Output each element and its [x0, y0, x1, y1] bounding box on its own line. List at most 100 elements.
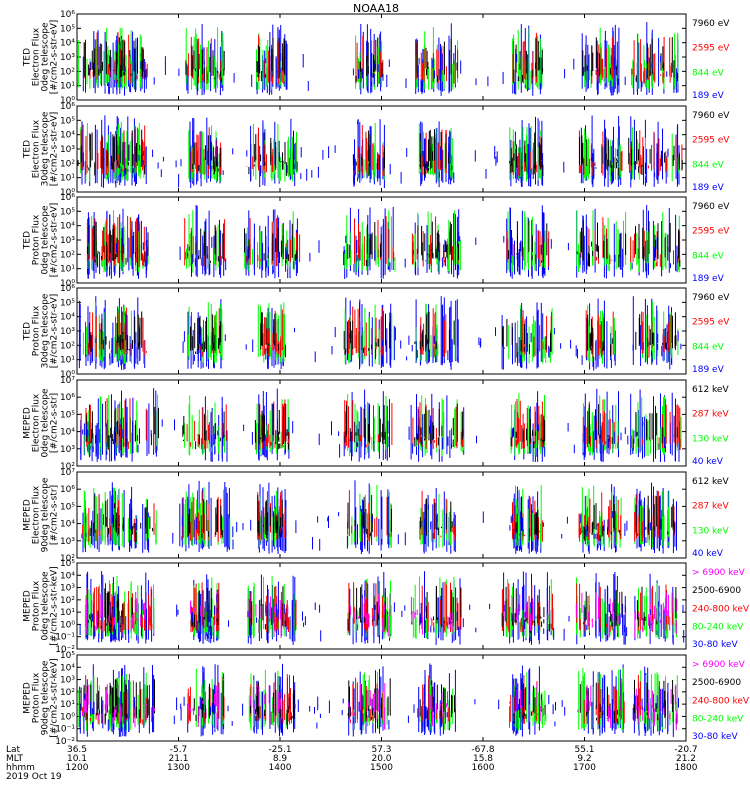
- legend-entry: 2500-6900: [692, 678, 741, 688]
- ytick-label: 10⁴: [60, 571, 75, 581]
- legend-entry: 612 keV: [692, 477, 729, 487]
- ytick-label: 10²: [60, 250, 75, 260]
- legend-entry: > 6900 keV: [692, 660, 746, 670]
- legend-entry: 7960 eV: [692, 202, 730, 212]
- ytick-label: 10⁵: [60, 207, 75, 217]
- ytick-label: 10²: [60, 341, 75, 351]
- chart-title: NOAA18: [353, 2, 399, 15]
- ytick-label: 10⁵: [60, 559, 75, 569]
- y-axis-label-line: [#/cm2-s-str]: [50, 393, 60, 453]
- y-axis-label-line: [#/cm2-s-str]: [50, 485, 60, 545]
- ytick-label: 10²: [60, 688, 75, 698]
- legend-entry: 80-240 keV: [692, 714, 744, 724]
- ytick-label: 10³: [60, 236, 75, 246]
- ytick-label: 10⁵: [60, 298, 75, 308]
- legend-entry: 2595 eV: [692, 318, 730, 328]
- legend-entry: 287 keV: [692, 410, 729, 420]
- ytick-label: 10⁵: [60, 651, 75, 661]
- legend-entry: 612 keV: [692, 385, 729, 395]
- legend-entry: 240-800 keV: [692, 696, 750, 706]
- ytick-label: 10¹: [60, 356, 75, 366]
- ytick-label: 10¹: [60, 700, 75, 710]
- ytick-label: 10²: [60, 596, 75, 606]
- y-axis-label: MEPEDElectron Flux0deg telescope[#/cm2-s…: [23, 388, 60, 458]
- legend-entry: 40 keV: [692, 457, 724, 467]
- legend-entry: 7960 eV: [692, 19, 730, 29]
- ytick-label: 10⁵: [60, 502, 75, 512]
- panel-frame: [77, 563, 686, 649]
- ytick-label: 10³: [60, 145, 75, 155]
- legend-entry: 7960 eV: [692, 111, 730, 121]
- y-axis-label-line: [#/cm2-s-str-eV]: [50, 294, 60, 369]
- y-axis-label: TEDElectron Flux30deg telescope[#/cm2-s-…: [23, 111, 60, 186]
- ytick-label: 10⁰: [60, 712, 75, 722]
- legend-entry: 844 eV: [692, 342, 725, 352]
- y-axis-label-line: [#/cm2-s-str-keV]: [50, 566, 60, 645]
- ytick-label: 10¹: [60, 82, 75, 92]
- ytick-label: 10⁴: [60, 663, 75, 673]
- panel-frame: [77, 106, 686, 192]
- ytick-label: 10⁴: [60, 520, 75, 530]
- legend-entry: 287 keV: [692, 502, 729, 512]
- y-axis-label-line: [#/cm2-s-str-eV]: [50, 20, 60, 95]
- legend-entry: 189 eV: [692, 183, 725, 193]
- ytick-label: 10⁵: [60, 410, 75, 420]
- legend-entry: 189 eV: [692, 274, 725, 284]
- ytick-label: 10¹: [60, 265, 75, 275]
- legend-entry: 2500-6900: [692, 586, 741, 596]
- y-axis-label: MEPEDProton Flux90deg telescope[#/cm2-s-…: [23, 658, 60, 737]
- ytick-label: 10⁴: [60, 428, 75, 438]
- legend-entry: 80-240 keV: [692, 622, 744, 632]
- ytick-label: 10³: [60, 676, 75, 686]
- y-axis-label: MEPEDElectron Flux90deg telescope[#/cm2-…: [23, 477, 60, 552]
- ytick-label: 10⁷: [60, 376, 75, 386]
- legend-entry: > 6900 keV: [692, 568, 746, 578]
- ytick-label: 10⁴: [60, 39, 75, 49]
- ytick-label: 10⁶: [60, 193, 75, 203]
- ytick-label: 10³: [60, 327, 75, 337]
- ytick-label: 10⁰: [60, 620, 75, 630]
- ytick-label: 10⁶: [60, 102, 75, 112]
- ytick-label: 10⁶: [60, 393, 75, 403]
- ytick-label: 10⁷: [60, 468, 75, 478]
- ytick-label: 10⁶: [60, 485, 75, 495]
- y-axis-label-line: [#/cm2-s-str-keV]: [50, 658, 60, 737]
- legend-entry: 2595 eV: [692, 44, 730, 54]
- ytick-label: 10⁵: [60, 116, 75, 126]
- legend-entry: 189 eV: [692, 91, 725, 101]
- ytick-label: 10²: [60, 159, 75, 169]
- ytick-label: 10³: [60, 584, 75, 594]
- legend-entry: 2595 eV: [692, 227, 730, 237]
- legend-entry: 130 keV: [692, 434, 729, 444]
- legend-entry: 240-800 keV: [692, 604, 750, 614]
- legend-entry: 844 eV: [692, 68, 725, 78]
- legend-entry: 30-80 keV: [692, 732, 738, 742]
- legend-entry: 189 eV: [692, 365, 725, 375]
- ytick-label: 10⁴: [60, 131, 75, 141]
- ytick-label: 10³: [60, 53, 75, 63]
- y-axis-label-line: [#/cm2-s-str-eV]: [50, 112, 60, 187]
- ytick-label: 10⁶: [60, 10, 75, 20]
- legend-entry: 30-80 keV: [692, 640, 738, 650]
- y-axis-label-line: [#/cm2-s-str-eV]: [50, 203, 60, 278]
- ytick-label: 10⁶: [60, 284, 75, 294]
- ytick-label: 10¹: [60, 608, 75, 618]
- legend-entry: 844 eV: [692, 251, 725, 261]
- legend-entry: 2595 eV: [692, 136, 730, 146]
- legend-entry: 844 eV: [692, 160, 725, 170]
- ytick-label: 10³: [60, 537, 75, 547]
- y-axis-label: TEDProton Flux30deg telescope[#/cm2-s-st…: [23, 293, 60, 368]
- ytick-label: 10⁵: [60, 24, 75, 34]
- legend-entry: 7960 eV: [692, 293, 730, 303]
- ytick-label: 10⁴: [60, 313, 75, 323]
- legend-entry: 40 keV: [692, 549, 724, 559]
